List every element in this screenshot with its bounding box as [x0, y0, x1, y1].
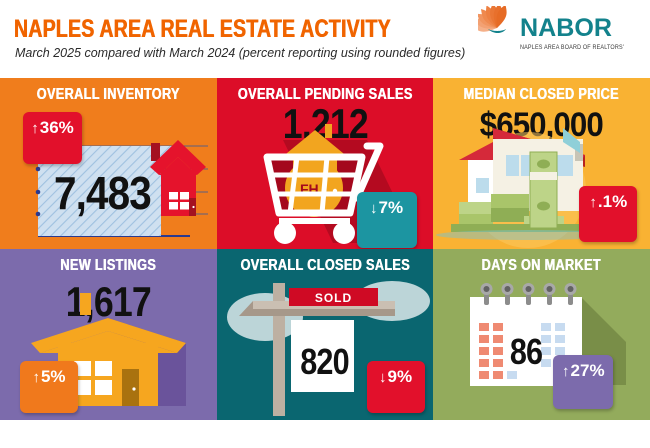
- svg-text:NAPLES AREA BOARD OF REALTORS': NAPLES AREA BOARD OF REALTORS': [520, 44, 624, 51]
- svg-text:NABOR: NABOR: [520, 14, 612, 42]
- svg-text:SOLD: SOLD: [314, 291, 351, 305]
